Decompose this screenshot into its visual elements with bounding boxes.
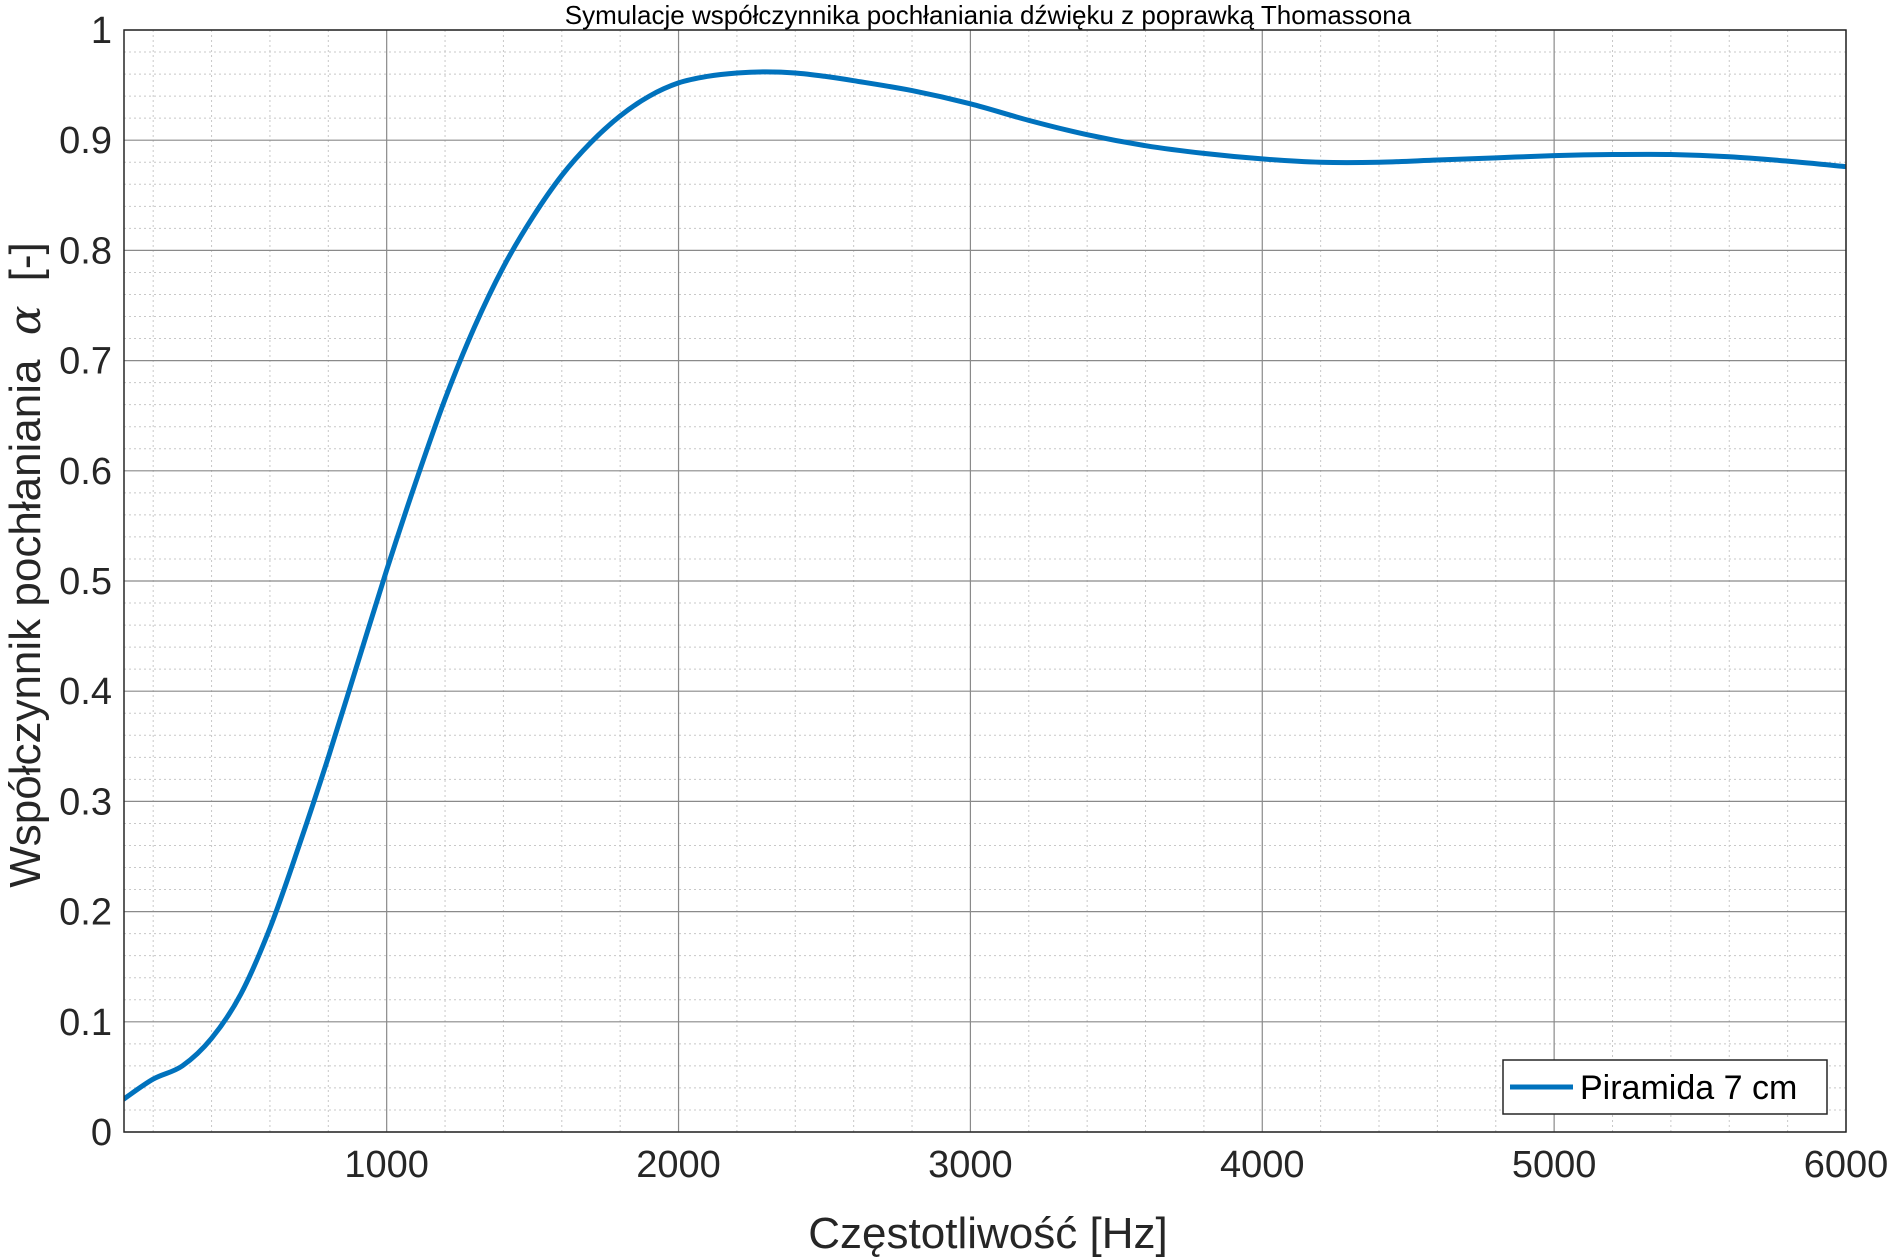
y-tick-label: 1 xyxy=(91,10,112,52)
x-tick-label: 2000 xyxy=(636,1144,721,1186)
y-tick-label: 0.9 xyxy=(59,120,112,162)
x-tick-label: 6000 xyxy=(1804,1144,1889,1186)
x-tick-label: 3000 xyxy=(928,1144,1013,1186)
series-layer xyxy=(124,69,1846,1102)
x-tick-label: 4000 xyxy=(1220,1144,1305,1186)
y-tick-label: 0.7 xyxy=(59,341,112,383)
y-tick-label: 0.5 xyxy=(59,561,112,603)
x-axis-ticks: 1000 2000 3000 4000 5000 6000 xyxy=(344,1144,1888,1186)
y-tick-label: 0.8 xyxy=(59,230,112,272)
y-axis-label-text: Współczynnik pochłaniania xyxy=(1,359,50,888)
y-tick-label: 0.3 xyxy=(59,781,112,823)
y-axis-label-unit: [-] xyxy=(1,242,50,281)
y-tick-label: 0 xyxy=(91,1112,112,1154)
y-axis-label: Współczynnik pochłaniania α [-] xyxy=(0,242,51,888)
y-axis-ticks: 0 0.1 0.2 0.3 0.4 0.5 0.6 0.7 0.8 0.9 1 xyxy=(59,10,112,1154)
y-tick-label: 0.6 xyxy=(59,451,112,493)
y-tick-label: 0.1 xyxy=(59,1002,112,1044)
legend: Piramida 7 cm xyxy=(1502,1059,1828,1115)
y-tick-label: 0.4 xyxy=(59,671,112,713)
plot-frame xyxy=(123,29,1847,1133)
y-tick-label: 0.2 xyxy=(59,892,112,934)
x-tick-label: 5000 xyxy=(1512,1144,1597,1186)
y-axis-label-symbol: α xyxy=(0,306,51,336)
x-axis-label: Częstotliwość [Hz] xyxy=(808,1209,1167,1258)
series-line-piramida-7cm xyxy=(124,69,1846,1102)
legend-entry-label: Piramida 7 cm xyxy=(1580,1069,1797,1107)
x-tick-label: 1000 xyxy=(344,1144,429,1186)
chart-title: Symulacje współczynnika pochłaniania dźw… xyxy=(565,0,1412,30)
